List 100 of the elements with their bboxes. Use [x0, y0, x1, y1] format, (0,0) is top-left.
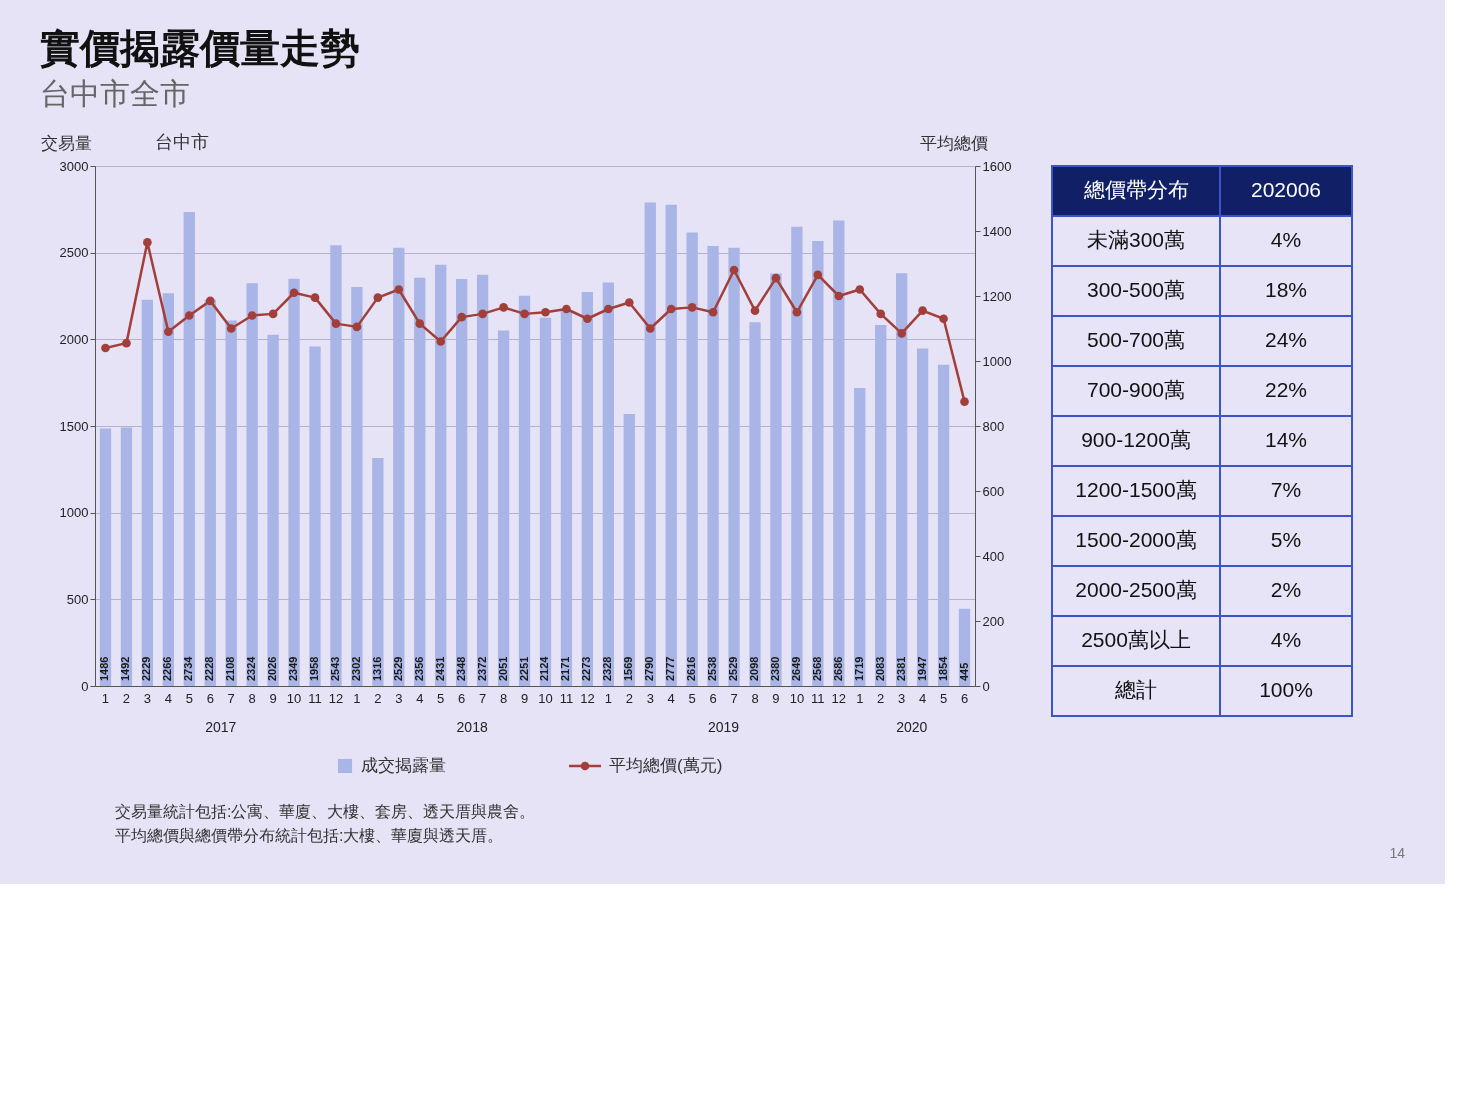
- x-tick-label: 3: [395, 690, 403, 706]
- data-label: 24%: [1264, 328, 1308, 351]
- x-tick-label: 2: [625, 690, 633, 706]
- data-label: 2734: [182, 655, 195, 681]
- x-tick-label: 6: [709, 690, 717, 706]
- x-tick-label: 3: [898, 690, 906, 706]
- text: 14: [1389, 845, 1406, 861]
- data-label: 2348: [454, 656, 467, 681]
- data-label: 1854: [936, 655, 949, 681]
- x-tick-label: 2: [122, 690, 131, 706]
- y-tick-label: 2500: [59, 245, 89, 261]
- x-tick-label: 8: [499, 690, 508, 706]
- data-label: 2229: [140, 656, 153, 681]
- chart-title: 實價揭露價量走勢: [40, 26, 360, 70]
- text: 台中市: [155, 132, 209, 152]
- data-label: 5%: [1270, 528, 1302, 551]
- x-tick-label: 4: [164, 690, 172, 706]
- data-label: 2529: [391, 656, 404, 681]
- category-label: 2500萬以上: [1081, 628, 1191, 651]
- data-label: 2251: [517, 656, 530, 681]
- category-label: 700-900萬: [1086, 378, 1186, 401]
- data-label: 2%: [1270, 578, 1302, 601]
- data-label: 2380: [768, 656, 781, 681]
- x-tick-label: 12: [580, 690, 595, 706]
- x-tick-label: 5: [185, 690, 193, 706]
- x-tick-label: 6: [458, 690, 466, 706]
- x-tick-label: 4: [416, 690, 424, 706]
- data-label: 2543: [328, 656, 341, 681]
- x-tick-label: 9: [772, 690, 780, 706]
- data-label: 2777: [664, 656, 677, 681]
- y-tick-label: 3000: [59, 158, 89, 174]
- data-label: 2790: [643, 656, 656, 681]
- data-label: 2328: [601, 656, 614, 681]
- category-label: 總計: [1114, 678, 1157, 701]
- data-label: 2228: [203, 656, 216, 681]
- y2-axis-title: 平均總價: [919, 133, 988, 153]
- data-label: 2098: [748, 656, 760, 681]
- x-tick-label: 3: [646, 690, 654, 706]
- data-label: 2538: [706, 656, 719, 681]
- data-label: 14%: [1264, 428, 1308, 451]
- data-label: 100%: [1259, 678, 1313, 701]
- category-label: 500-700萬: [1086, 328, 1186, 351]
- x-tick-label: 2: [877, 690, 885, 706]
- data-label: 1719: [852, 656, 865, 681]
- x-tick-label: 11: [811, 690, 825, 706]
- data-label: 2051: [496, 656, 509, 681]
- y2-tick-label: 600: [982, 483, 1005, 499]
- data-label: 1569: [622, 656, 635, 681]
- data-label: 2124: [538, 655, 551, 681]
- x-tick-label: 9: [269, 690, 277, 706]
- data-label: 22%: [1264, 378, 1308, 401]
- data-label: 2649: [789, 656, 802, 681]
- x2-tick-label: 2017: [205, 719, 237, 735]
- x-tick-label: 8: [248, 690, 256, 706]
- y2-tick-label: 800: [982, 418, 1005, 434]
- x2-tick-label: 2019: [707, 719, 740, 735]
- legend-label: 成交揭露量: [361, 756, 446, 775]
- data-label: 2356: [412, 656, 425, 681]
- x2-tick-label: 2020: [896, 719, 928, 735]
- x-tick-label: 7: [730, 690, 738, 706]
- y-tick-label: 1500: [59, 418, 89, 434]
- data-label: 2273: [580, 656, 593, 681]
- data-label: 7%: [1270, 478, 1302, 501]
- data-label: 2349: [287, 656, 300, 681]
- data-label: 1947: [915, 656, 928, 681]
- data-label: 2381: [894, 656, 907, 681]
- x-tick-label: 3: [143, 690, 151, 706]
- data-label: 1492: [119, 656, 132, 681]
- text: 總價帶分布: [1082, 178, 1189, 201]
- category-label: 2000-2500萬: [1075, 578, 1197, 601]
- data-label: 1486: [98, 656, 111, 681]
- data-label: 4%: [1270, 628, 1302, 651]
- data-label: 2324: [245, 655, 258, 681]
- x-tick-label: 9: [520, 690, 529, 706]
- y-tick-label: 2000: [59, 331, 89, 347]
- data-label: 2372: [475, 656, 488, 681]
- x-tick-label: 1: [353, 690, 361, 706]
- y2-tick-label: 1400: [982, 223, 1012, 239]
- y2-tick-label: 1200: [982, 288, 1012, 304]
- data-label: 445: [957, 662, 970, 681]
- x-tick-label: 7: [479, 690, 487, 706]
- x-tick-label: 7: [227, 690, 235, 706]
- x-tick-label: 6: [206, 690, 214, 706]
- y2-tick-label: 1000: [982, 353, 1012, 369]
- x-tick-label: 11: [308, 690, 322, 706]
- chart-subtitle: 台中市全市: [40, 77, 190, 110]
- x-tick-label: 10: [789, 690, 805, 706]
- category-label: 300-500萬: [1086, 278, 1186, 301]
- data-label: 2266: [161, 656, 174, 681]
- data-label: 1958: [308, 656, 320, 681]
- y-axis-title: 交易量: [40, 133, 92, 153]
- x-tick-label: 5: [939, 690, 948, 706]
- x-tick-label: 6: [960, 690, 969, 706]
- y-tick-label: 1000: [59, 505, 89, 521]
- text: 交易量統計包括:公寓、華廈、大樓、套房、透天厝與農舍。: [115, 803, 536, 820]
- y2-tick-label: 200: [982, 613, 1005, 629]
- x-tick-label: 4: [919, 690, 927, 706]
- y-tick-label: 500: [66, 591, 89, 607]
- data-label: 2026: [266, 656, 279, 681]
- y-tick-label: 0: [81, 678, 89, 694]
